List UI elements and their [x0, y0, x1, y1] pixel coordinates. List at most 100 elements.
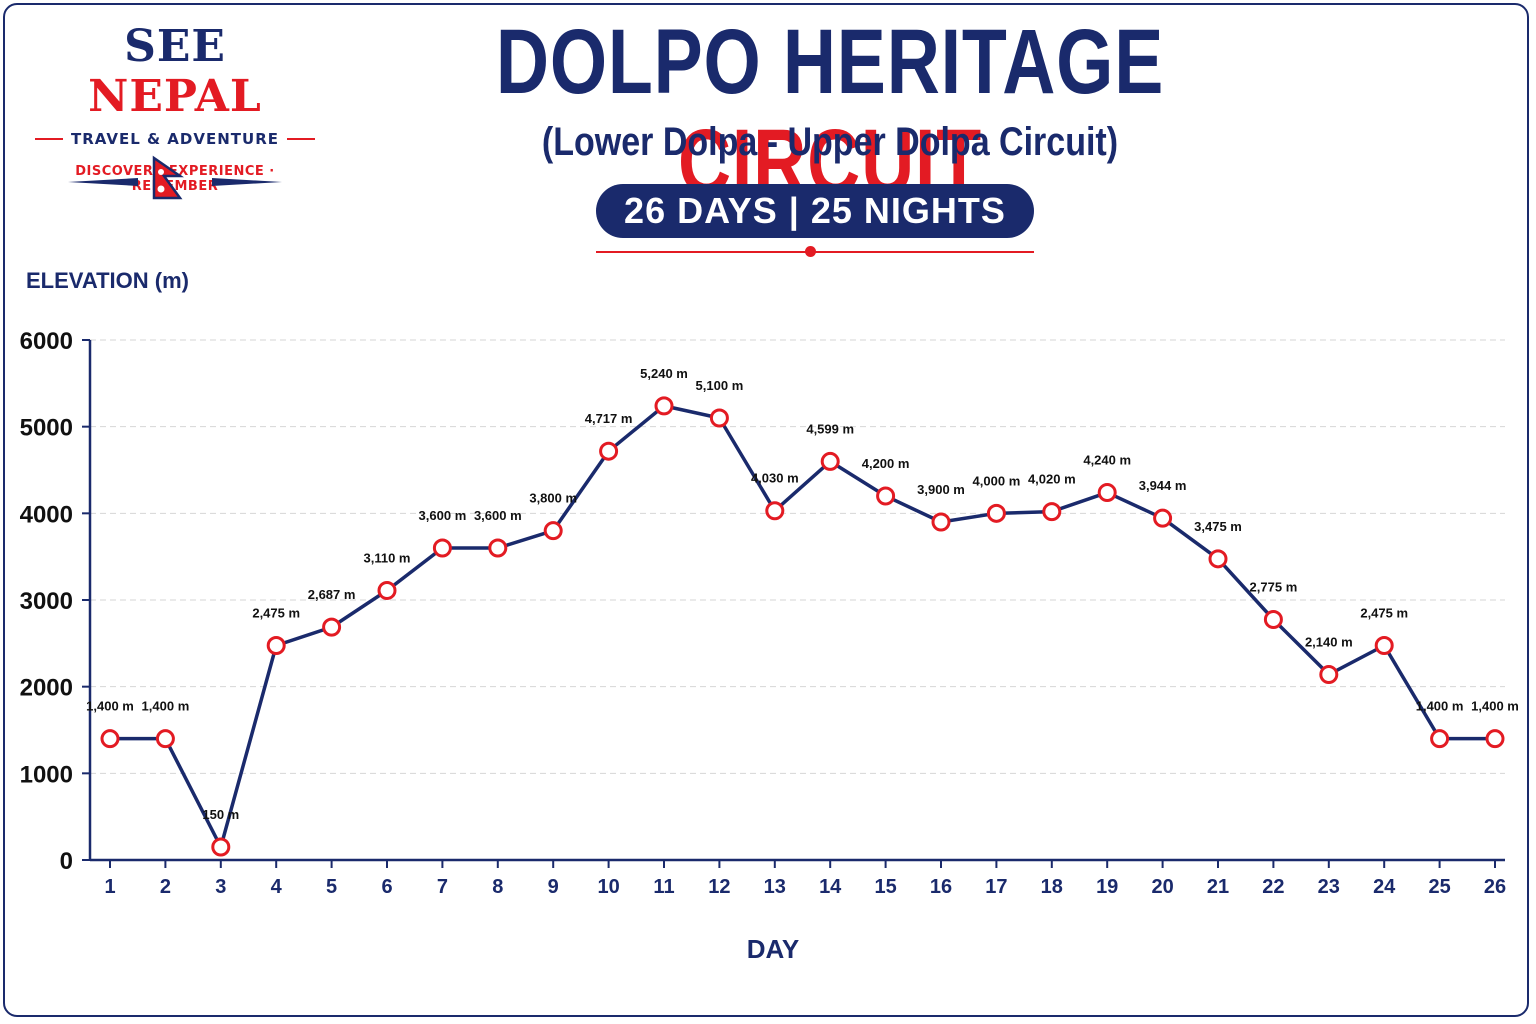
divider	[35, 138, 63, 140]
data-point	[100, 729, 120, 749]
data-label: 3,600 m	[419, 508, 467, 523]
data-label: 2,687 m	[308, 587, 356, 602]
x-tick-label: 22	[1262, 876, 1284, 898]
x-tick-label: 4	[271, 876, 283, 898]
y-tick-label: 0	[60, 848, 73, 875]
x-tick-label: 14	[819, 876, 842, 898]
x-tick-label: 17	[985, 876, 1007, 898]
divider	[287, 138, 315, 140]
x-tick-label: 1	[104, 876, 115, 898]
x-tick-label: 25	[1428, 876, 1450, 898]
data-label: 4,717 m	[585, 411, 633, 426]
y-axis-title: ELEVATION (m)	[26, 268, 189, 293]
x-tick-label: 10	[597, 876, 619, 898]
data-label: 2,140 m	[1305, 635, 1353, 650]
y-tick-label: 1000	[20, 761, 73, 788]
data-label: 5,100 m	[696, 378, 744, 393]
data-label: 1,400 m	[1416, 699, 1464, 714]
data-label: 1,400 m	[86, 699, 134, 714]
duration-badge: 26 DAYS | 25 NIGHTS	[596, 184, 1034, 238]
data-label: 3,475 m	[1194, 519, 1242, 534]
data-point	[654, 396, 674, 416]
data-point	[1430, 729, 1450, 749]
data-label: 4,240 m	[1083, 453, 1131, 468]
data-point	[1374, 636, 1394, 655]
data-label: 1,400 m	[1471, 699, 1519, 714]
data-point	[211, 837, 231, 857]
data-point	[1042, 502, 1062, 522]
data-label: 1,400 m	[142, 699, 190, 714]
x-tick-label: 26	[1484, 876, 1506, 898]
x-tick-label: 23	[1318, 876, 1340, 898]
x-tick-label: 8	[492, 876, 503, 898]
nepal-flag-icon	[68, 155, 282, 200]
data-point	[1263, 610, 1283, 629]
data-label: 2,775 m	[1250, 580, 1298, 595]
data-point	[1485, 729, 1505, 749]
y-tick-label: 3000	[20, 588, 73, 615]
x-tick-label: 5	[326, 876, 337, 898]
brand-tagline: TRAVEL & ADVENTURE	[71, 130, 279, 148]
brand-logo: SEE NEPAL TRAVEL & ADVENTURE DISCOVER · …	[30, 22, 320, 200]
data-label: 2,475 m	[252, 606, 300, 621]
data-point	[820, 451, 840, 471]
data-point	[1097, 483, 1117, 503]
data-label: 3,110 m	[364, 550, 411, 565]
brand-name-part1: SEE	[124, 21, 226, 72]
x-axis-title: DAY	[746, 934, 800, 964]
x-tick-label: 12	[708, 876, 730, 898]
y-tick-label: 5000	[20, 415, 73, 442]
data-label: 3,600 m	[474, 508, 522, 523]
data-point	[377, 580, 397, 600]
x-tick-label: 21	[1207, 876, 1229, 898]
data-point	[155, 729, 175, 749]
data-label: 150 m	[202, 807, 239, 822]
brand-tagline-row: TRAVEL & ADVENTURE	[30, 130, 320, 148]
brand-name: SEE NEPAL	[30, 22, 320, 122]
data-point	[322, 617, 342, 637]
data-point	[432, 538, 452, 558]
data-point	[1319, 665, 1339, 685]
data-point	[488, 538, 508, 558]
data-label: 4,200 m	[862, 456, 910, 471]
x-tick-label: 24	[1373, 876, 1396, 898]
data-point	[1153, 508, 1173, 528]
x-tick-label: 13	[764, 876, 786, 898]
x-tick-label: 6	[381, 876, 392, 898]
title-part1: DOLPO HERITAGE	[495, 11, 1165, 113]
data-label: 4,030 m	[751, 471, 799, 486]
x-tick-label: 9	[548, 876, 559, 898]
data-point	[986, 503, 1006, 523]
x-tick-label: 3	[215, 876, 226, 898]
data-label: 4,599 m	[806, 421, 854, 436]
data-point	[599, 441, 619, 461]
data-point	[709, 408, 729, 428]
y-tick-label: 2000	[20, 675, 73, 702]
data-label: 3,800 m	[529, 491, 577, 506]
x-tick-label: 11	[653, 876, 674, 898]
data-point	[543, 521, 563, 541]
x-tick-label: 2	[160, 876, 171, 898]
data-label: 3,944 m	[1139, 478, 1187, 493]
series-line	[110, 404, 1495, 849]
brand-name-part2: NEPAL	[88, 71, 262, 122]
data-point	[1208, 549, 1228, 569]
x-tick-label: 16	[930, 876, 952, 898]
page-subtitle: (Lower Dolpa - Upper Dolpa Circuit)	[541, 120, 1119, 164]
data-point	[266, 636, 286, 655]
page-frame	[3, 3, 1529, 1017]
x-tick-label: 19	[1096, 876, 1118, 898]
data-point	[876, 486, 896, 506]
x-tick-label: 7	[437, 876, 448, 898]
data-label: 3,900 m	[917, 482, 965, 497]
badge-dot	[805, 246, 816, 257]
data-label: 4,000 m	[973, 473, 1021, 488]
data-label: 2,475 m	[1360, 606, 1408, 621]
x-tick-label: 20	[1151, 876, 1173, 898]
y-tick-label: 6000	[20, 328, 73, 355]
x-tick-label: 18	[1041, 876, 1063, 898]
data-point	[765, 501, 785, 521]
x-tick-label: 15	[874, 876, 896, 898]
data-label: 5,240 m	[640, 366, 688, 381]
